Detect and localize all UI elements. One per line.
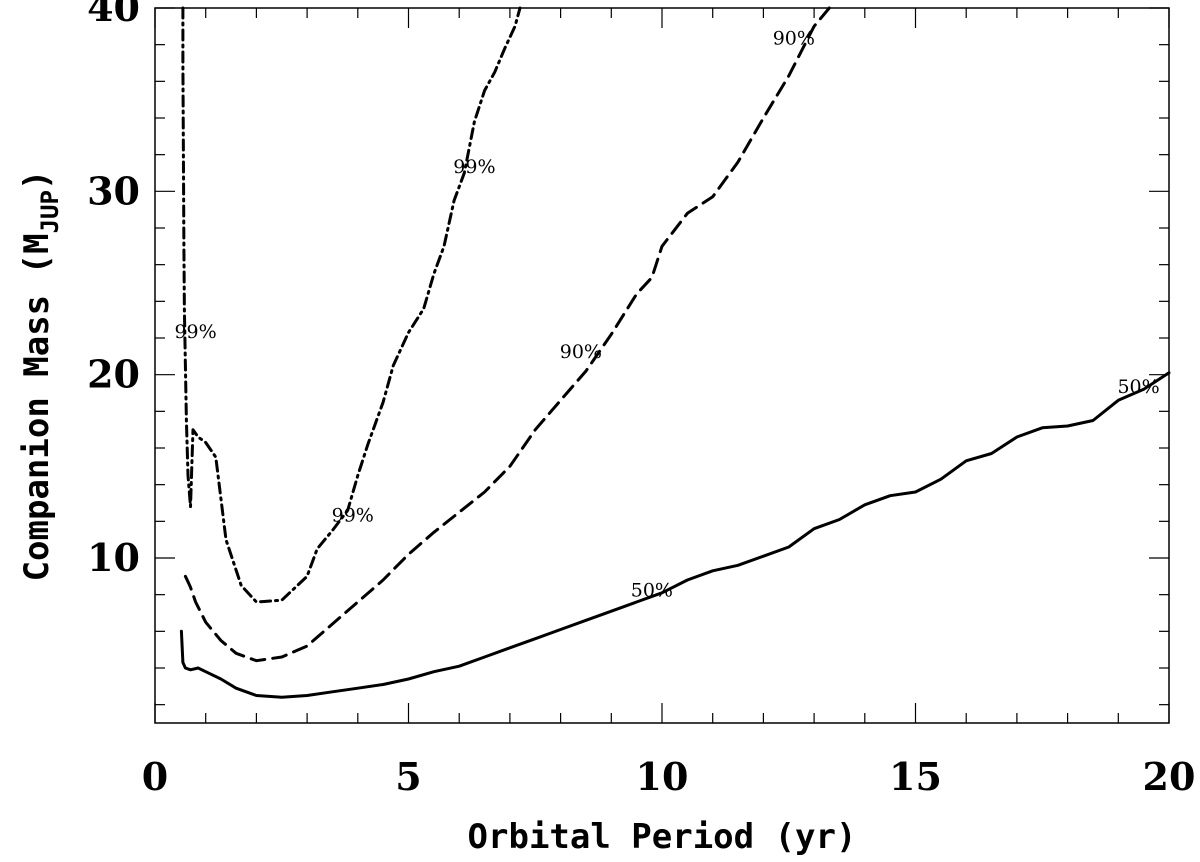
x-tick-label: 10 bbox=[636, 754, 689, 799]
x-axis-title: Orbital Period (yr) bbox=[468, 817, 857, 857]
contour-label-50pct: 50% bbox=[631, 580, 673, 602]
x-tick-label: 20 bbox=[1143, 754, 1196, 799]
contour-label-99pct: 99% bbox=[453, 156, 495, 178]
contour-label-90pct: 90% bbox=[560, 341, 602, 363]
y-axis-title: Companion Mass (MJUP) bbox=[17, 170, 64, 582]
contour-line-90pct bbox=[183, 6, 831, 663]
minor-ticks bbox=[155, 8, 1169, 723]
contour-line-99pct bbox=[181, 6, 522, 604]
contour-label-99pct: 99% bbox=[332, 504, 374, 526]
y-axis-title-subscript: JUP bbox=[36, 190, 64, 233]
y-tick-label: 10 bbox=[87, 535, 140, 580]
x-tick-label: 5 bbox=[395, 754, 421, 799]
x-tick-labels: 0 5 10 15 20 bbox=[142, 754, 1196, 799]
contour-label-50pct: 50% bbox=[1117, 376, 1159, 398]
x-tick-label: 0 bbox=[142, 754, 168, 799]
annotation-layer: 50% 50% 90% 90% 99% 99% 99% bbox=[174, 28, 1159, 602]
y-tick-label: 30 bbox=[87, 168, 140, 213]
y-tick-label: 40 bbox=[87, 0, 140, 30]
y-axis-title-close: ) bbox=[17, 170, 57, 190]
plot-border bbox=[154, 7, 1170, 724]
series-layer bbox=[179, 6, 1171, 699]
y-axis-title-main: Companion Mass (M bbox=[17, 233, 57, 581]
y-tick-label: 20 bbox=[87, 352, 140, 397]
contour-label-99pct: 99% bbox=[174, 321, 216, 343]
x-tick-label: 15 bbox=[889, 754, 942, 799]
plot-frame bbox=[154, 7, 1170, 724]
contour-line-50pct bbox=[179, 371, 1171, 699]
major-ticks bbox=[154, 7, 1170, 723]
contour-label-90pct: 90% bbox=[773, 28, 815, 50]
y-tick-labels: 10 20 30 40 bbox=[87, 0, 140, 580]
